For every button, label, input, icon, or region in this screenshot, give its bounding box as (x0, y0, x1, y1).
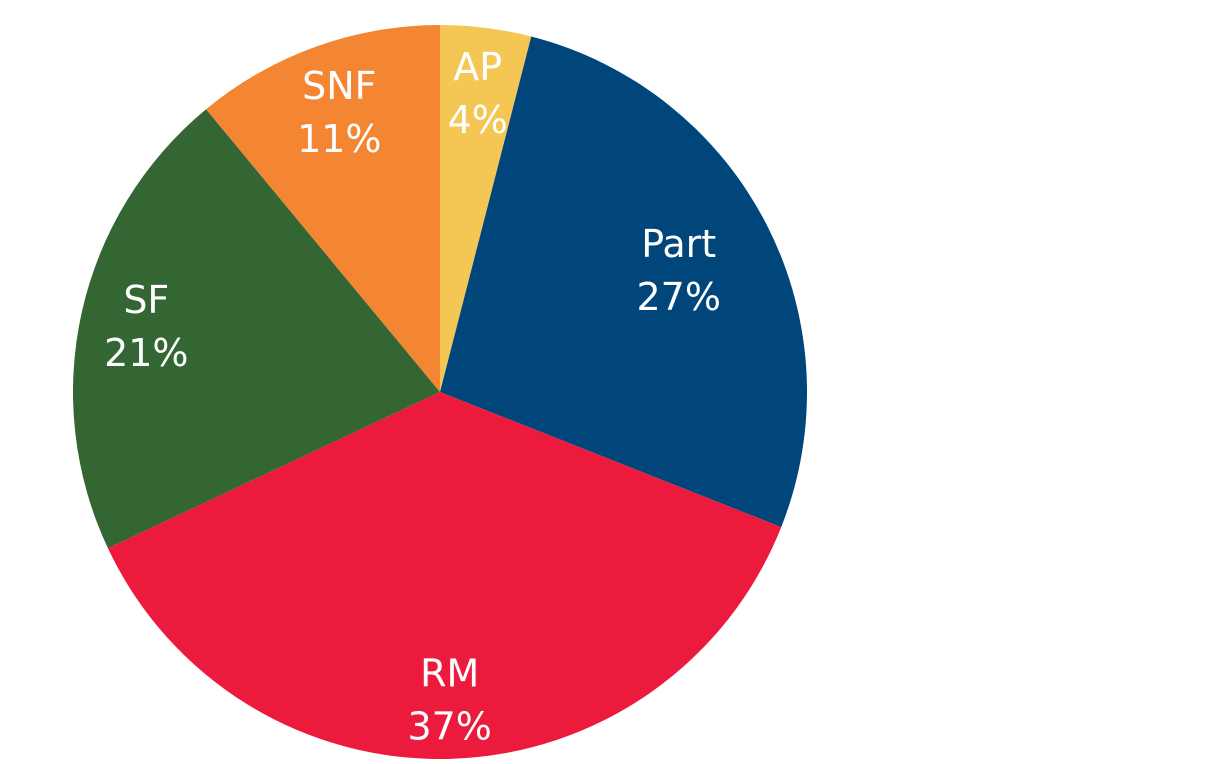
slice-label-ap: AP (453, 45, 502, 89)
pie-slice-rm (107, 392, 782, 759)
slice-value-sf: 21% (104, 331, 188, 375)
pie-slice-ap (440, 25, 532, 392)
pie-slice-part (440, 36, 807, 528)
pie-labels: AP 4% Part 27% RM 37% SF 21% SNF 11% (104, 45, 721, 749)
slice-label-sf: SF (123, 278, 169, 322)
slice-label-snf: SNF (302, 64, 376, 108)
pie-slice-snf (206, 25, 440, 392)
pie-slices (73, 25, 807, 759)
slice-value-part: 27% (636, 275, 720, 319)
slice-label-rm: RM (420, 652, 479, 696)
slice-value-rm: 37% (407, 705, 491, 749)
slice-label-part: Part (641, 222, 716, 266)
pie-slice-sf (73, 109, 440, 549)
slice-value-snf: 11% (297, 117, 381, 161)
slice-value-ap: 4% (448, 98, 508, 142)
